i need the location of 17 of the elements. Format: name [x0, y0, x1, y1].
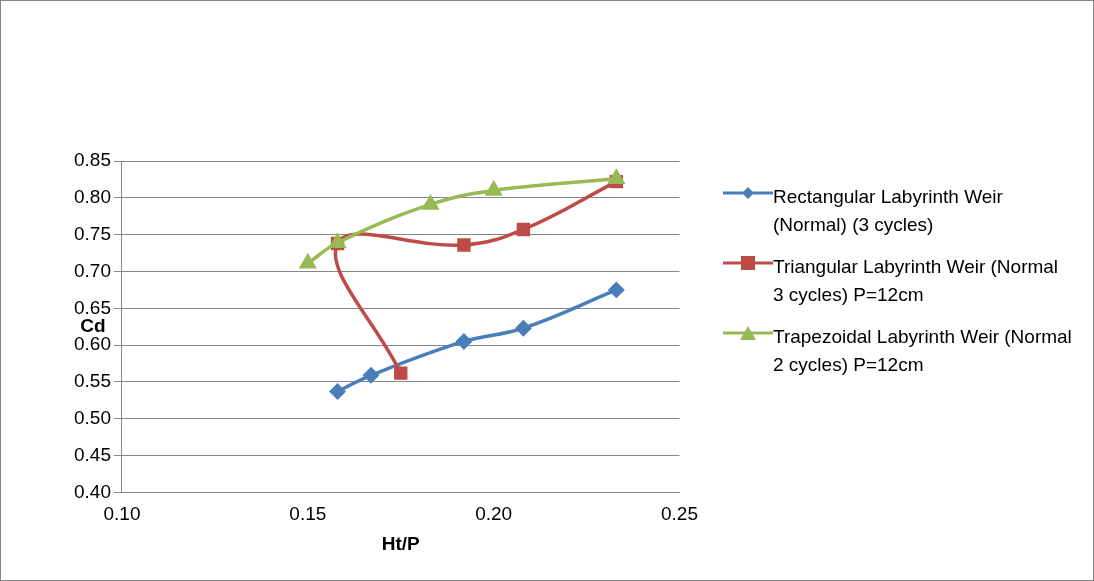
y-tick-label: 0.85 [74, 149, 111, 171]
legend-label: Trapezoidal Labyrinth Weir (Normal 2 cycles) P=12cm [773, 325, 1073, 377]
x-tick-label: 0.10 [103, 503, 141, 525]
x-axis-title: Ht/P [381, 532, 421, 554]
x-tick-label: 0.20 [475, 503, 513, 525]
y-tick-label: 0.70 [74, 259, 111, 281]
y-tick-label: 0.60 [74, 333, 111, 355]
legend-label: Triangular Labyrinth Weir (Normal 3 cycles) P=12cm [773, 255, 1060, 307]
x-tick-label: 0.15 [289, 503, 327, 525]
y-tick-label: 0.40 [74, 480, 111, 502]
y-tick-label: 0.50 [74, 406, 111, 428]
y-tick-label: 0.75 [74, 222, 111, 244]
y-tick-label: 0.80 [74, 186, 111, 208]
y-tick-label: 0.55 [74, 370, 111, 392]
x-tick-label: 0.25 [661, 503, 698, 525]
legend-label: Rectangular Labyrinth Weir (Normal) (3 cycles) [773, 185, 1004, 237]
y-tick-label: 0.45 [74, 443, 111, 465]
